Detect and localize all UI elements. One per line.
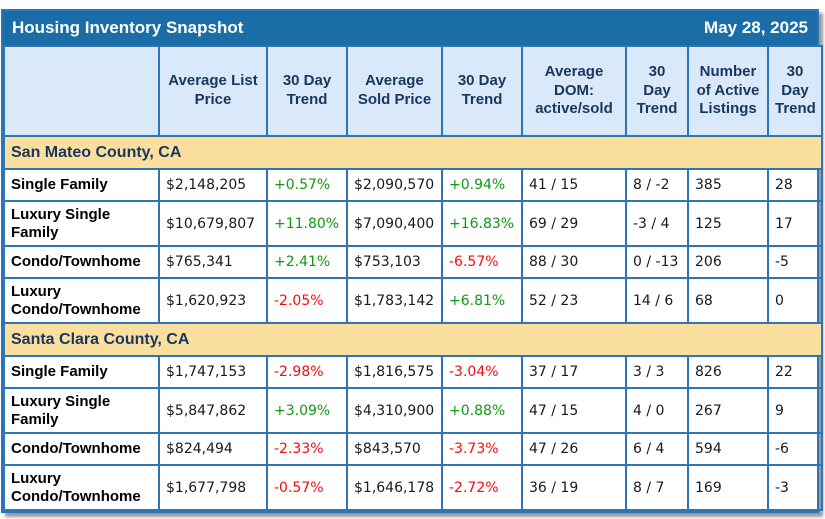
active-listings-cell: 826 xyxy=(687,355,769,389)
section-header-san-mateo: San Mateo County, CA xyxy=(3,135,823,170)
dom-trend-cell: 6 / 4 xyxy=(625,432,689,466)
avg-sold-price-cell: $753,103 xyxy=(346,245,443,279)
table-row: Luxury Single Family $5,847,862 +3.09% $… xyxy=(3,387,823,434)
sold-trend-cell: +16.83% xyxy=(441,200,523,247)
col-header-avg-sold-price: Average Sold Price xyxy=(346,45,443,137)
active-listings-cell: 594 xyxy=(687,432,769,466)
dom-trend-cell: 8 / 7 xyxy=(625,464,689,511)
table-row: Luxury Single Family $10,679,807 +11.80%… xyxy=(3,200,823,247)
dom-trend-cell: 4 / 0 xyxy=(625,387,689,434)
sold-trend-cell: +0.88% xyxy=(441,387,523,434)
col-header-avg-dom: Average DOM: active/sold xyxy=(521,45,627,137)
table-row: Single Family $2,148,205 +0.57% $2,090,5… xyxy=(3,168,823,202)
row-label: Luxury Condo/Townhome xyxy=(3,277,160,324)
dom-trend-cell: -3 / 4 xyxy=(625,200,689,247)
col-header-active-listings: Number of Active Listings xyxy=(687,45,769,137)
avg-dom-cell: 36 / 19 xyxy=(521,464,627,511)
list-trend-cell: -2.33% xyxy=(266,432,348,466)
report-date: May 28, 2025 xyxy=(704,18,808,37)
col-header-list-trend: 30 Day Trend xyxy=(266,45,348,137)
avg-dom-cell: 47 / 26 xyxy=(521,432,627,466)
avg-sold-price-cell: $4,310,900 xyxy=(346,387,443,434)
column-header-row: Average List Price 30 Day Trend Average … xyxy=(3,45,823,137)
avg-list-price-cell: $1,677,798 xyxy=(158,464,268,511)
active-listings-cell: 125 xyxy=(687,200,769,247)
row-label: Luxury Single Family xyxy=(3,200,160,247)
listings-trend-cell: 0 xyxy=(767,277,823,324)
active-listings-cell: 68 xyxy=(687,277,769,324)
sold-trend-cell: -3.73% xyxy=(441,432,523,466)
listings-trend-cell: -6 xyxy=(767,432,823,466)
table-row: Condo/Townhome $765,341 +2.41% $753,103 … xyxy=(3,245,823,279)
table-row: Luxury Condo/Townhome $1,620,923 -2.05% … xyxy=(3,277,823,324)
listings-trend-cell: -5 xyxy=(767,245,823,279)
housing-inventory-table: Housing Inventory Snapshot May 28, 2025 … xyxy=(1,9,823,513)
active-listings-cell: 385 xyxy=(687,168,769,202)
col-header-avg-list-price: Average List Price xyxy=(158,45,268,137)
avg-list-price-cell: $1,620,923 xyxy=(158,277,268,324)
section-header-santa-clara: Santa Clara County, CA xyxy=(3,322,823,357)
title-bar: Housing Inventory Snapshot May 28, 2025 xyxy=(3,11,817,45)
list-trend-cell: +2.41% xyxy=(266,245,348,279)
dom-trend-cell: 14 / 6 xyxy=(625,277,689,324)
listings-trend-cell: 28 xyxy=(767,168,823,202)
avg-dom-cell: 88 / 30 xyxy=(521,245,627,279)
table-row: Single Family $1,747,153 -2.98% $1,816,5… xyxy=(3,355,823,389)
sold-trend-cell: -3.04% xyxy=(441,355,523,389)
avg-dom-cell: 37 / 17 xyxy=(521,355,627,389)
inventory-data-table: Average List Price 30 Day Trend Average … xyxy=(3,45,823,511)
avg-list-price-cell: $10,679,807 xyxy=(158,200,268,247)
avg-sold-price-cell: $1,646,178 xyxy=(346,464,443,511)
active-listings-cell: 169 xyxy=(687,464,769,511)
avg-sold-price-cell: $1,783,142 xyxy=(346,277,443,324)
avg-sold-price-cell: $7,090,400 xyxy=(346,200,443,247)
list-trend-cell: -2.98% xyxy=(266,355,348,389)
avg-list-price-cell: $765,341 xyxy=(158,245,268,279)
col-header-listings-trend: 30 Day Trend xyxy=(767,45,823,137)
section-title: San Mateo County, CA xyxy=(3,135,823,170)
avg-dom-cell: 69 / 29 xyxy=(521,200,627,247)
listings-trend-cell: 17 xyxy=(767,200,823,247)
dom-trend-cell: 0 / -13 xyxy=(625,245,689,279)
row-label: Condo/Townhome xyxy=(3,432,160,466)
col-header-blank xyxy=(3,45,160,137)
row-label: Condo/Townhome xyxy=(3,245,160,279)
row-label: Single Family xyxy=(3,355,160,389)
list-trend-cell: -0.57% xyxy=(266,464,348,511)
row-label: Luxury Single Family xyxy=(3,387,160,434)
col-header-dom-trend: 30 Day Trend xyxy=(625,45,689,137)
col-header-sold-trend: 30 Day Trend xyxy=(441,45,523,137)
list-trend-cell: -2.05% xyxy=(266,277,348,324)
listings-trend-cell: -3 xyxy=(767,464,823,511)
avg-dom-cell: 47 / 15 xyxy=(521,387,627,434)
sold-trend-cell: +6.81% xyxy=(441,277,523,324)
dom-trend-cell: 3 / 3 xyxy=(625,355,689,389)
section-title: Santa Clara County, CA xyxy=(3,322,823,357)
avg-list-price-cell: $2,148,205 xyxy=(158,168,268,202)
active-listings-cell: 267 xyxy=(687,387,769,434)
sold-trend-cell: -2.72% xyxy=(441,464,523,511)
page-title: Housing Inventory Snapshot xyxy=(12,18,244,37)
avg-list-price-cell: $824,494 xyxy=(158,432,268,466)
table-row: Condo/Townhome $824,494 -2.33% $843,570 … xyxy=(3,432,823,466)
active-listings-cell: 206 xyxy=(687,245,769,279)
dom-trend-cell: 8 / -2 xyxy=(625,168,689,202)
avg-sold-price-cell: $2,090,570 xyxy=(346,168,443,202)
row-label: Luxury Condo/Townhome xyxy=(3,464,160,511)
list-trend-cell: +0.57% xyxy=(266,168,348,202)
sold-trend-cell: -6.57% xyxy=(441,245,523,279)
avg-dom-cell: 41 / 15 xyxy=(521,168,627,202)
avg-sold-price-cell: $1,816,575 xyxy=(346,355,443,389)
listings-trend-cell: 9 xyxy=(767,387,823,434)
list-trend-cell: +3.09% xyxy=(266,387,348,434)
sold-trend-cell: +0.94% xyxy=(441,168,523,202)
avg-list-price-cell: $5,847,862 xyxy=(158,387,268,434)
table-row: Luxury Condo/Townhome $1,677,798 -0.57% … xyxy=(3,464,823,511)
list-trend-cell: +11.80% xyxy=(266,200,348,247)
avg-sold-price-cell: $843,570 xyxy=(346,432,443,466)
listings-trend-cell: 22 xyxy=(767,355,823,389)
avg-list-price-cell: $1,747,153 xyxy=(158,355,268,389)
avg-dom-cell: 52 / 23 xyxy=(521,277,627,324)
row-label: Single Family xyxy=(3,168,160,202)
